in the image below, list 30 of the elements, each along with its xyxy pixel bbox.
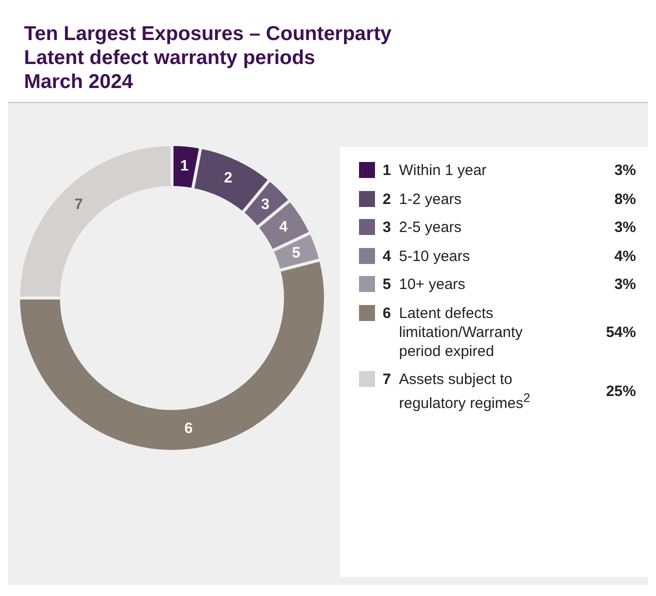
text: 1 <box>180 158 189 175</box>
legend-label: 10+ years <box>399 275 466 294</box>
text: 4 <box>382 248 391 264</box>
text: 7 <box>382 371 391 388</box>
text: 7 <box>74 196 83 213</box>
chart-title: Ten Largest Exposures – Counterparty <box>24 22 392 46</box>
data-label: 54% <box>604 322 636 342</box>
data-label: 3% <box>613 161 636 180</box>
text: 2 <box>224 170 232 187</box>
chart-subtitle: Latent defect warranty periods March 2024 <box>24 46 316 94</box>
legend-label: Within 1 year <box>399 161 488 180</box>
legend-label: 5-10 years <box>399 246 471 266</box>
data-label: 8% <box>613 190 636 208</box>
data-label: 3% <box>613 275 636 294</box>
legend-label: Latent defects limitation/Warranty period expired <box>399 304 524 360</box>
data-label: 3% <box>613 218 636 237</box>
text: 3 <box>382 219 391 236</box>
legend-label: Assets subject to regulatory regimes$^{2}$ <box>399 370 532 413</box>
data-label: 25% <box>604 382 636 401</box>
text: 4 <box>279 218 288 236</box>
legend-label: 2-5 years <box>399 218 463 237</box>
text: 6 <box>382 304 391 322</box>
text: 2 <box>382 190 391 208</box>
legend-label: 1-2 years <box>399 190 463 208</box>
text: 5 <box>382 276 391 293</box>
text: 1 <box>382 162 391 179</box>
data-label: 4% <box>613 246 636 266</box>
text: 3 <box>261 196 270 213</box>
text: 5 <box>292 244 300 262</box>
text: 6 <box>184 420 193 438</box>
